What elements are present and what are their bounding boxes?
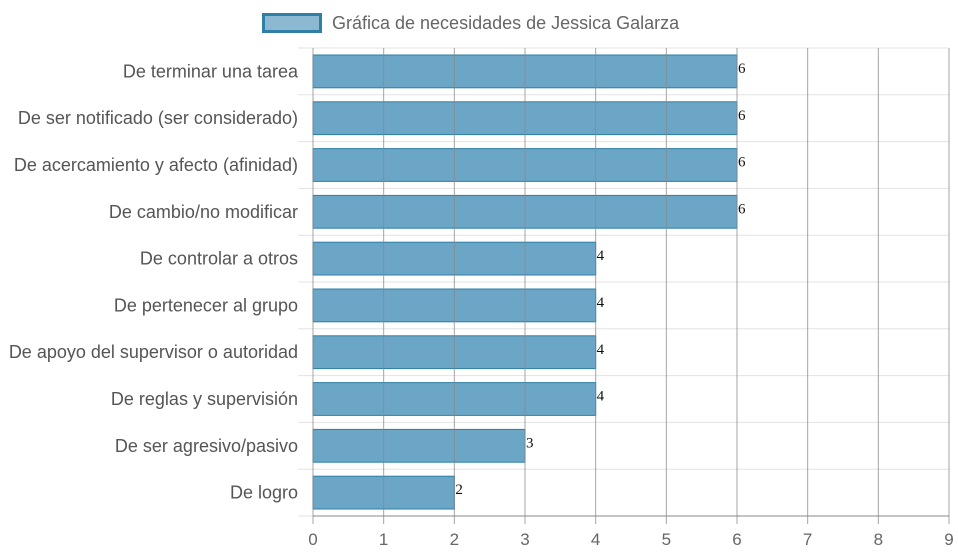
x-tick-label: 3	[520, 530, 529, 549]
data-label: 4	[597, 342, 605, 358]
x-tick-label: 0	[308, 530, 317, 549]
data-label: 6	[738, 108, 746, 124]
category-label: De terminar una tarea	[123, 61, 299, 81]
data-label: 6	[738, 201, 746, 217]
data-label: 6	[738, 155, 746, 171]
data-label: 2	[455, 482, 463, 498]
x-tick-label: 6	[732, 530, 741, 549]
x-tick-label: 7	[803, 530, 812, 549]
category-label: De ser agresivo/pasivo	[115, 436, 298, 456]
category-label: De apoyo del supervisor o autoridad	[9, 342, 298, 362]
data-label: 6	[738, 61, 746, 77]
legend-label: Gráfica de necesidades de Jessica Galarz…	[332, 12, 680, 33]
chart-legend[interactable]: Gráfica de necesidades de Jessica Galarz…	[262, 10, 679, 36]
category-label: De pertenecer al grupo	[114, 295, 298, 315]
category-label: De reglas y supervisión	[111, 389, 298, 409]
legend-swatch	[262, 13, 322, 33]
x-tick-label: 4	[591, 530, 600, 549]
data-label: 3	[526, 435, 534, 451]
x-tick-label: 1	[379, 530, 388, 549]
category-label: De controlar a otros	[140, 249, 298, 269]
data-label: 4	[597, 389, 605, 405]
data-label: 4	[597, 248, 605, 264]
category-label: De acercamiento y afecto (afinidad)	[14, 155, 298, 175]
category-label: De ser notificado (ser considerado)	[18, 108, 298, 128]
x-tick-label: 2	[450, 530, 459, 549]
bar	[312, 428, 526, 463]
category-label: De cambio/no modificar	[109, 202, 298, 222]
x-tick-label: 8	[874, 530, 883, 549]
x-tick-label: 9	[944, 530, 953, 549]
x-tick-label: 5	[662, 530, 671, 549]
data-label: 4	[597, 295, 605, 311]
category-label: De logro	[230, 483, 298, 503]
